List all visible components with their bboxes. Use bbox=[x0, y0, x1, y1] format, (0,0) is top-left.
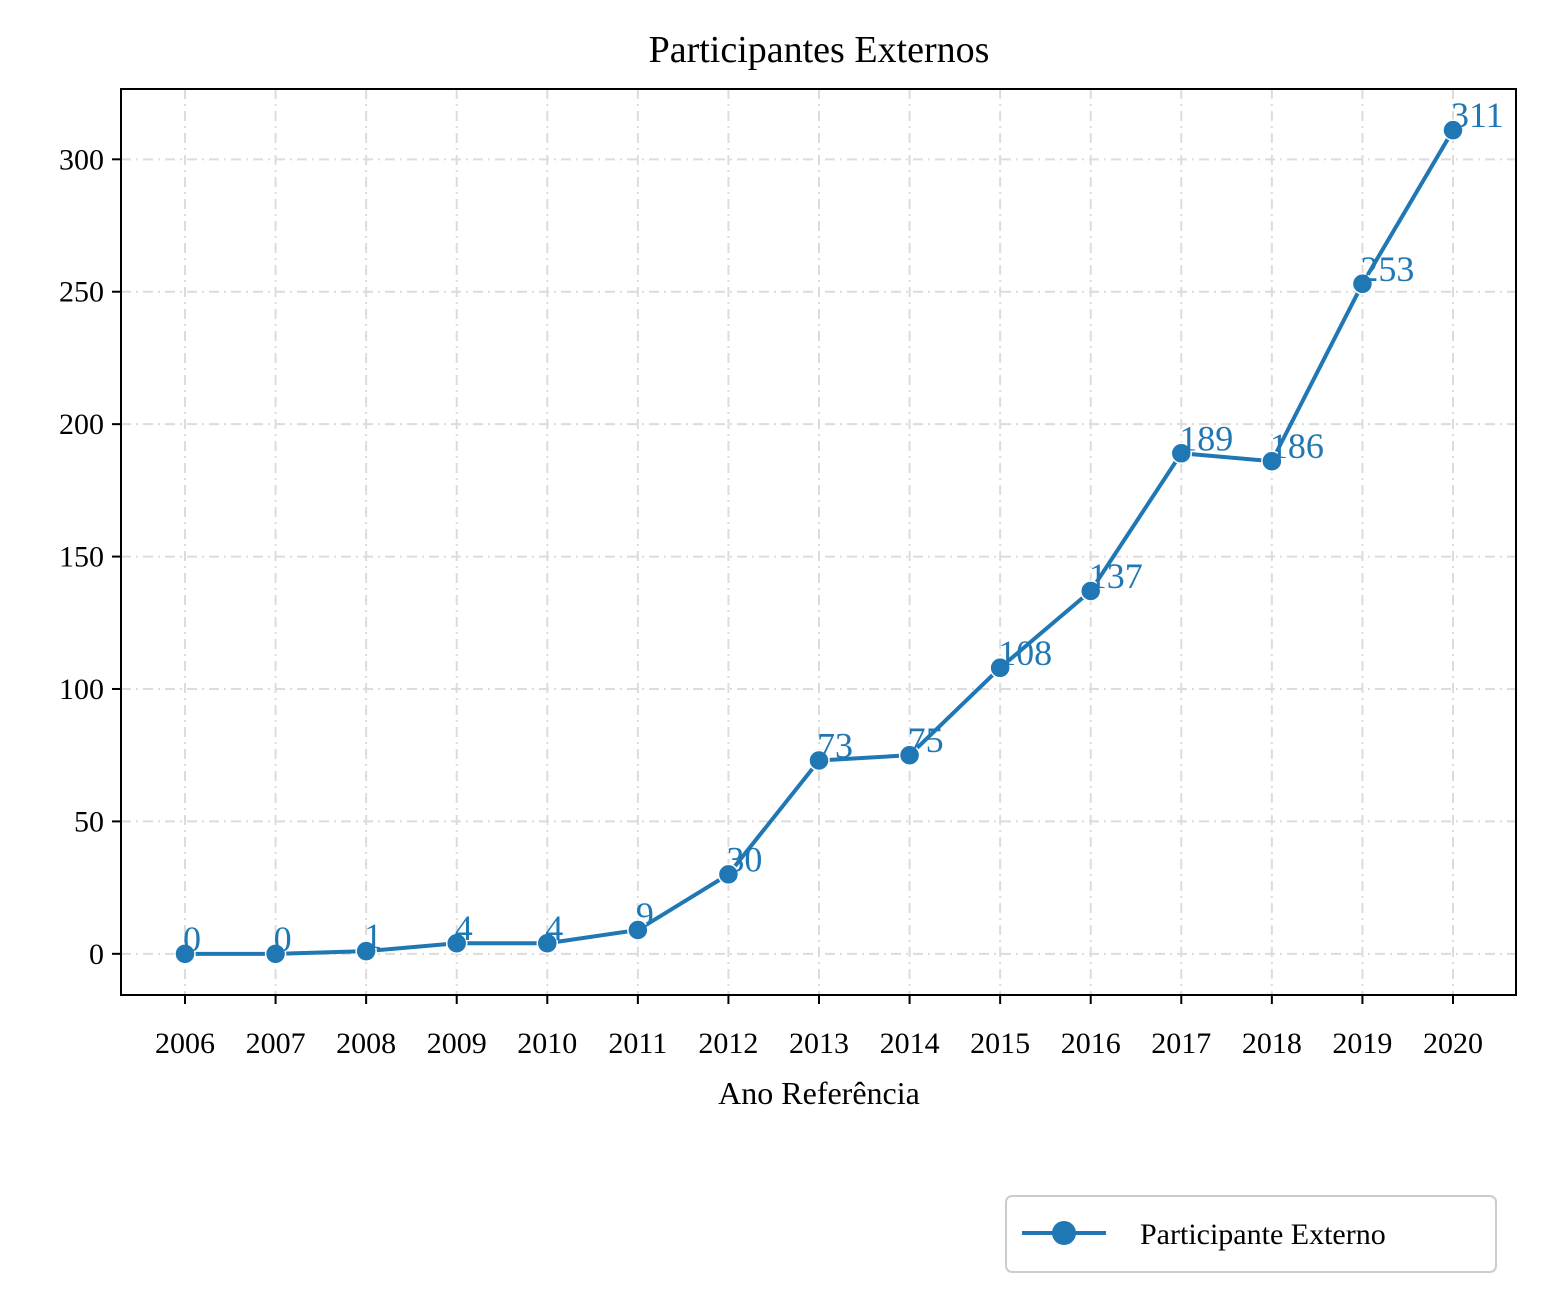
data-point bbox=[1442, 119, 1464, 141]
data-label: 30 bbox=[726, 839, 762, 879]
y-tick-label: 200 bbox=[59, 408, 104, 441]
data-point bbox=[1079, 580, 1102, 602]
data-point bbox=[808, 749, 830, 772]
data-label: 4 bbox=[545, 908, 563, 948]
data-point bbox=[1261, 450, 1283, 472]
data-label: 186 bbox=[1270, 426, 1324, 466]
grid-lines bbox=[121, 89, 1516, 995]
data-point bbox=[627, 919, 649, 941]
data-label: 0 bbox=[183, 919, 201, 959]
data-point bbox=[264, 943, 287, 965]
x-tick-label: 2015 bbox=[970, 1027, 1030, 1060]
y-tick-label: 150 bbox=[59, 541, 104, 574]
x-tick-label: 2011 bbox=[608, 1027, 667, 1060]
legend-marker-swatch bbox=[1052, 1221, 1076, 1245]
y-tick-label: 100 bbox=[59, 673, 104, 706]
x-axis: 2006 2007 2008 2009 2010 2011 2012 2013 2014 2015… bbox=[155, 995, 1483, 1060]
y-tick-label: 300 bbox=[59, 143, 104, 176]
data-point bbox=[174, 943, 196, 965]
data-label: 0 bbox=[274, 919, 292, 959]
data-label: 1 bbox=[364, 916, 382, 956]
y-axis: 0 50 100 150 200 250 300 bbox=[59, 143, 121, 971]
data-point bbox=[898, 744, 921, 766]
y-tick-label: 50 bbox=[74, 805, 104, 838]
legend-box bbox=[1005, 1195, 1497, 1273]
x-tick-label: 2013 bbox=[789, 1027, 849, 1060]
x-tick-label: 2017 bbox=[1151, 1027, 1211, 1060]
data-label: 189 bbox=[1179, 418, 1233, 458]
data-point bbox=[1351, 273, 1374, 295]
x-tick-label: 2014 bbox=[880, 1027, 940, 1060]
data-point bbox=[989, 657, 1011, 679]
x-tick-label: 2006 bbox=[155, 1027, 215, 1060]
legend-label: Participante Externo bbox=[1140, 1218, 1386, 1251]
data-label: 137 bbox=[1089, 556, 1143, 596]
x-tick-label: 2008 bbox=[336, 1027, 396, 1060]
data-label: 75 bbox=[908, 720, 944, 760]
data-point bbox=[445, 932, 468, 954]
x-tick-label: 2010 bbox=[517, 1027, 577, 1060]
data-label: 311 bbox=[1451, 95, 1504, 135]
data-label: 4 bbox=[455, 908, 473, 948]
x-tick-label: 2018 bbox=[1242, 1027, 1302, 1060]
data-label: 9 bbox=[636, 895, 654, 935]
legend: Participante Externo bbox=[1005, 1195, 1497, 1273]
x-tick-label: 2020 bbox=[1423, 1027, 1483, 1060]
y-tick-label: 250 bbox=[59, 276, 104, 309]
x-tick-label: 2019 bbox=[1332, 1027, 1392, 1060]
x-tick-label: 2009 bbox=[427, 1027, 487, 1060]
x-axis-label: Ano Referência bbox=[718, 1075, 920, 1111]
x-tick-label: 2012 bbox=[698, 1027, 758, 1060]
data-point bbox=[355, 940, 377, 962]
data-point bbox=[1170, 442, 1193, 465]
series-layer: 0 0 1 4 4 9 30 73 75 108 137 189 186 253 311 bbox=[174, 95, 1504, 965]
y-tick-label: 0 bbox=[89, 938, 104, 971]
data-point bbox=[536, 932, 559, 954]
data-point bbox=[717, 863, 740, 886]
data-label: 253 bbox=[1360, 249, 1414, 289]
x-tick-label: 2016 bbox=[1061, 1027, 1121, 1060]
x-tick-label: 2007 bbox=[246, 1027, 306, 1060]
data-label: 73 bbox=[817, 725, 853, 765]
chart-title: Participantes Externos bbox=[649, 29, 990, 71]
data-label: 108 bbox=[998, 633, 1052, 673]
